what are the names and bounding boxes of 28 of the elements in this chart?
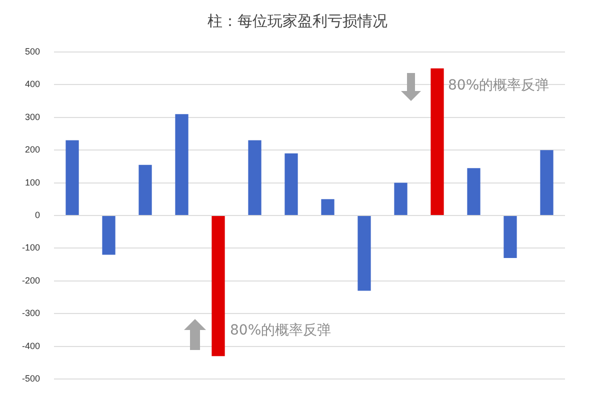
annotation: 80%的概率反弹 [230,322,332,339]
bar [66,140,79,215]
bar [175,114,188,215]
bar [430,68,444,215]
bar [138,164,152,215]
bar [540,150,554,215]
annotation: 80%的概率反弹 [448,78,550,94]
bar [504,216,517,258]
y-tick-label: 200 [24,144,40,155]
y-tick-label: -100 [22,242,40,253]
y-tick-label: 400 [24,79,40,90]
bar [248,140,262,215]
y-tick-label: 0 [35,210,40,220]
bar [358,216,371,291]
bar [394,182,408,215]
bar [467,168,480,215]
bar [102,216,116,255]
bar [321,199,334,215]
y-tick-label: -300 [22,308,40,318]
y-tick-label: -500 [22,373,40,384]
y-tick-label: 300 [24,112,40,122]
chart-title: 柱：每位玩家盈利亏损情况 [206,12,388,31]
y-tick-label: 100 [24,177,40,188]
y-tick-label: -200 [22,275,40,286]
bar [284,153,298,215]
bar [212,216,225,356]
y-tick-label: 500 [24,46,40,56]
y-tick-label: -400 [22,340,40,351]
